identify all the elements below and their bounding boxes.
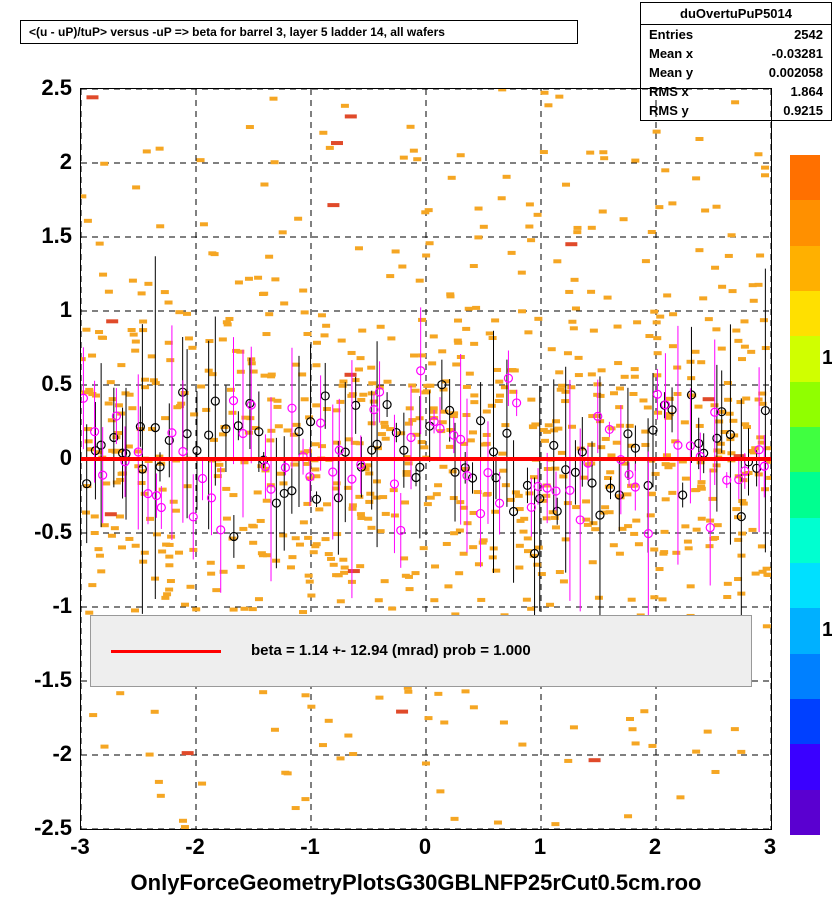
y-tick: -1 <box>0 593 72 619</box>
colorbar-segment <box>790 155 820 200</box>
y-tick: 0 <box>0 445 72 471</box>
y-tick: 1.5 <box>0 223 72 249</box>
x-tick: 3 <box>764 834 776 860</box>
y-tick: -1.5 <box>0 667 72 693</box>
legend-box: beta = 1.14 +- 12.94 (mrad) prob = 1.000 <box>90 615 752 687</box>
stats-label: Mean y <box>649 65 693 80</box>
x-tick: 2 <box>649 834 661 860</box>
colorbar-segment <box>790 427 820 472</box>
colorbar-segment <box>790 291 820 336</box>
stats-row-meany: Mean y 0.002058 <box>641 63 831 82</box>
stats-label: Entries <box>649 27 693 42</box>
colorbar-segment <box>790 790 820 835</box>
colorbar-segment <box>790 200 820 245</box>
colorbar-segment <box>790 246 820 291</box>
legend-text: beta = 1.14 +- 12.94 (mrad) prob = 1.000 <box>251 642 531 659</box>
y-tick: -2.5 <box>0 815 72 841</box>
stats-value: 1.864 <box>790 84 823 99</box>
colorbar-segment <box>790 608 820 653</box>
y-tick: 0.5 <box>0 371 72 397</box>
colorbar-segment <box>790 336 820 381</box>
colorbar-segment <box>790 382 820 427</box>
stats-label: Mean x <box>649 46 693 61</box>
colorbar-segment <box>790 518 820 563</box>
x-tick: 0 <box>419 834 431 860</box>
colorbar-tick: 1 <box>822 619 832 642</box>
x-tick: -3 <box>70 834 90 860</box>
stats-row-entries: Entries 2542 <box>641 25 831 44</box>
stats-value: 0.9215 <box>783 103 823 118</box>
plot-area <box>80 88 772 830</box>
stats-value: 2542 <box>794 27 823 42</box>
colorbar-segment <box>790 563 820 608</box>
footer-filename: OnlyForceGeometryPlotsG30GBLNFP25rCut0.5… <box>0 870 832 896</box>
colorbar-segment <box>790 744 820 789</box>
y-tick: 2 <box>0 149 72 175</box>
stats-value: 0.002058 <box>769 65 823 80</box>
x-tick: -2 <box>185 834 205 860</box>
chart-title: <(u - uP)/tuP> versus -uP => beta for ba… <box>29 25 445 39</box>
y-tick: 2.5 <box>0 75 72 101</box>
colorbar <box>790 155 820 835</box>
y-tick: -2 <box>0 741 72 767</box>
colorbar-tick: 1 <box>822 347 832 370</box>
colorbar-segment <box>790 472 820 517</box>
stats-name: duOvertuPuP5014 <box>641 3 831 25</box>
stats-value: -0.03281 <box>772 46 823 61</box>
stats-row-meanx: Mean x -0.03281 <box>641 44 831 63</box>
colorbar-segment <box>790 654 820 699</box>
chart-title-box: <(u - uP)/tuP> versus -uP => beta for ba… <box>20 20 578 44</box>
x-tick: -1 <box>300 834 320 860</box>
y-tick: 1 <box>0 297 72 323</box>
y-tick: -0.5 <box>0 519 72 545</box>
x-tick: 1 <box>534 834 546 860</box>
legend-line-sample <box>111 650 221 653</box>
colorbar-segment <box>790 699 820 744</box>
